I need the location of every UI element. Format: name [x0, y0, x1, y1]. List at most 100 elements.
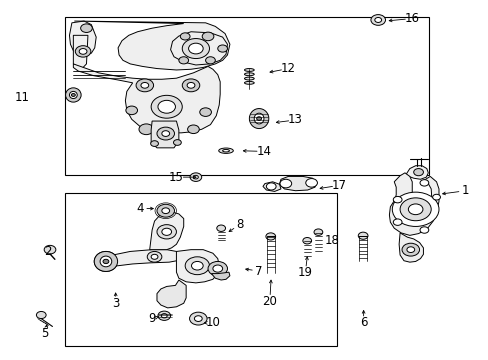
Circle shape [374, 18, 381, 22]
Ellipse shape [244, 73, 254, 76]
Circle shape [162, 131, 169, 136]
Ellipse shape [254, 113, 264, 124]
Ellipse shape [69, 91, 77, 99]
Circle shape [256, 117, 261, 120]
Polygon shape [69, 21, 96, 55]
Text: 3: 3 [112, 297, 119, 310]
Polygon shape [211, 272, 229, 280]
Ellipse shape [101, 256, 111, 267]
Circle shape [162, 228, 171, 235]
Text: 19: 19 [297, 266, 312, 279]
Bar [64, 193, 336, 346]
Circle shape [194, 316, 202, 321]
Polygon shape [73, 64, 220, 133]
Circle shape [187, 125, 199, 134]
Text: 13: 13 [287, 113, 303, 126]
Text: 2: 2 [44, 245, 51, 258]
Circle shape [173, 140, 181, 145]
Circle shape [392, 219, 401, 225]
Circle shape [125, 106, 137, 114]
Text: 20: 20 [262, 295, 277, 308]
Circle shape [401, 243, 419, 256]
Circle shape [158, 311, 170, 320]
Circle shape [413, 168, 423, 176]
Polygon shape [106, 249, 181, 266]
Circle shape [103, 260, 108, 263]
Circle shape [432, 194, 440, 200]
Circle shape [158, 100, 175, 113]
Circle shape [141, 82, 148, 88]
Polygon shape [405, 166, 427, 179]
Bar [64, 18, 428, 175]
Polygon shape [279, 176, 316, 191]
Text: 18: 18 [324, 234, 339, 247]
Circle shape [399, 198, 430, 221]
Circle shape [202, 32, 213, 41]
Text: 16: 16 [404, 12, 419, 25]
Circle shape [151, 254, 158, 259]
Polygon shape [149, 212, 183, 249]
Text: 5: 5 [41, 327, 49, 340]
Circle shape [216, 225, 225, 231]
Circle shape [157, 204, 174, 217]
Circle shape [313, 229, 322, 235]
Polygon shape [73, 35, 88, 67]
Ellipse shape [100, 256, 112, 267]
Circle shape [36, 311, 46, 319]
Circle shape [182, 79, 200, 92]
Text: 14: 14 [256, 145, 271, 158]
Text: 1: 1 [461, 184, 468, 197]
Circle shape [150, 141, 158, 147]
Polygon shape [176, 249, 219, 283]
Circle shape [189, 312, 206, 325]
Circle shape [200, 108, 211, 116]
Circle shape [302, 238, 311, 244]
Circle shape [358, 232, 367, 239]
Circle shape [157, 127, 174, 140]
Circle shape [391, 192, 438, 226]
Ellipse shape [244, 81, 254, 84]
Circle shape [151, 95, 182, 118]
Circle shape [157, 225, 176, 239]
Ellipse shape [222, 149, 229, 152]
Circle shape [139, 124, 153, 135]
Circle shape [419, 180, 428, 186]
Circle shape [392, 197, 401, 203]
Ellipse shape [65, 88, 81, 102]
Circle shape [187, 82, 195, 88]
Polygon shape [398, 233, 423, 262]
Ellipse shape [94, 251, 117, 271]
Text: 6: 6 [359, 316, 366, 329]
Circle shape [193, 175, 198, 179]
Ellipse shape [244, 68, 254, 71]
Ellipse shape [244, 77, 254, 80]
Circle shape [406, 247, 414, 252]
Ellipse shape [218, 148, 233, 153]
Circle shape [191, 261, 203, 270]
Circle shape [217, 45, 227, 52]
Circle shape [212, 265, 222, 272]
Circle shape [79, 49, 87, 54]
Text: 17: 17 [331, 179, 346, 192]
Polygon shape [151, 121, 179, 148]
Circle shape [162, 208, 169, 213]
Polygon shape [170, 32, 227, 65]
Circle shape [305, 179, 317, 187]
Circle shape [265, 233, 275, 240]
Circle shape [185, 257, 209, 275]
Circle shape [190, 173, 201, 181]
Circle shape [161, 314, 167, 318]
Circle shape [207, 261, 227, 276]
Circle shape [103, 259, 109, 264]
Circle shape [81, 24, 92, 32]
Circle shape [370, 15, 385, 25]
Circle shape [147, 251, 162, 262]
Circle shape [205, 57, 215, 64]
Circle shape [419, 227, 428, 233]
Polygon shape [74, 21, 229, 70]
Text: 12: 12 [280, 62, 295, 75]
Polygon shape [388, 173, 438, 235]
Circle shape [136, 79, 153, 92]
Circle shape [179, 57, 188, 64]
Circle shape [44, 246, 56, 254]
